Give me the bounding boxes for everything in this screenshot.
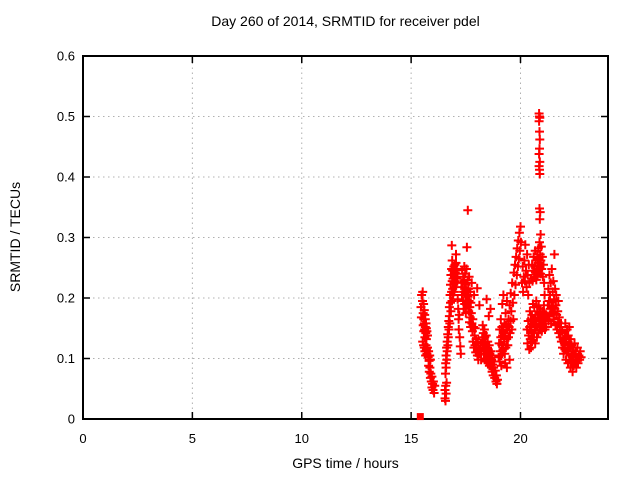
x-axis-label: GPS time / hours	[292, 455, 399, 471]
x-tick-label: 20	[513, 431, 527, 446]
scatter-points	[416, 109, 586, 406]
x-tick-label: 0	[79, 431, 86, 446]
x-tick-label: 10	[295, 431, 309, 446]
y-tick-label: 0	[68, 412, 75, 427]
square-marker	[416, 413, 424, 421]
y-tick-label: 0.3	[57, 230, 75, 245]
plot-border	[82, 55, 609, 420]
y-tick-label: 0.2	[57, 291, 75, 306]
x-tick-label: 5	[189, 431, 196, 446]
y-tick-label: 0.5	[57, 109, 75, 124]
grid-lines	[83, 56, 608, 419]
x-tick-label: 15	[404, 431, 418, 446]
y-tick-label: 0.6	[57, 49, 75, 64]
chart-title: Day 260 of 2014, SRMTID for receiver pde…	[211, 13, 480, 29]
y-tick-label: 0.4	[57, 170, 75, 185]
y-tick-label: 0.1	[57, 351, 75, 366]
